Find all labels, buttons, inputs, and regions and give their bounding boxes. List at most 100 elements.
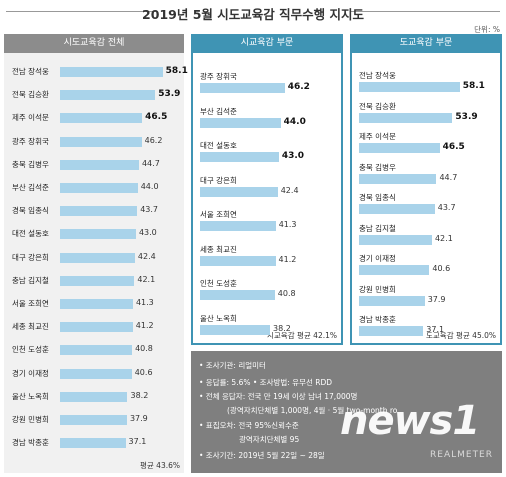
survey-info-box: • 조사기관: 리얼미터 • 응답률: 5.6% • 조사방법: 유무선 RDD •…	[191, 351, 502, 473]
bar	[60, 113, 143, 124]
value-label: 40.6	[134, 367, 153, 377]
value-label: 43.7	[140, 205, 159, 215]
info-line: 광역자치단체별 95	[239, 435, 300, 444]
category-label: 대전 설동호	[12, 229, 49, 239]
category-label: 제주 이석문	[12, 113, 49, 123]
bar	[359, 82, 460, 92]
value-label: 53.9	[158, 89, 181, 100]
value-label: 53.9	[455, 111, 478, 122]
value-label: 46.5	[145, 112, 168, 123]
category-label: 강원 민병희	[359, 284, 396, 294]
info-line: • 응답률: 5.6% • 조사방법: 유무선 RDD	[199, 378, 333, 387]
category-label: 인천 도성훈	[200, 279, 237, 288]
bar	[60, 183, 138, 193]
bar	[60, 90, 156, 101]
panel-do-header: 도교육감 부문	[350, 34, 502, 53]
info-line: • 조사기관: 리얼미터	[199, 361, 266, 370]
category-label: 전남 장석웅	[12, 67, 49, 76]
bar	[60, 368, 132, 379]
info-line: • 전체 응답자: 전국 만 19세 이상 남녀 17,000명	[199, 392, 358, 401]
title-rule-right	[350, 11, 500, 12]
value-label: 44.0	[283, 116, 306, 127]
category-label: 경기 이재정	[359, 254, 396, 263]
value-label: 46.2	[144, 135, 163, 145]
panel-do-average: 도교육감 평균 45.0%	[426, 331, 496, 340]
category-label: 경북 임종식	[359, 193, 396, 202]
category-label: 충남 김지철	[359, 223, 396, 233]
value-label: 42.1	[137, 274, 156, 284]
value-label: 41.3	[135, 298, 154, 307]
category-label: 세종 최교진	[200, 244, 237, 254]
category-label: 부산 김석준	[200, 106, 237, 116]
bar	[60, 299, 133, 309]
value-label: 42.1	[434, 233, 453, 243]
bar	[60, 159, 139, 170]
value-label: 43.0	[281, 151, 305, 161]
panel-si-average: 시교육감 평균 42.1%	[267, 331, 337, 340]
bar	[359, 173, 437, 184]
value-label: 38.2	[130, 390, 149, 400]
bar	[200, 290, 275, 300]
category-label: 인천 도성훈	[12, 345, 49, 355]
value-label: 41.3	[278, 220, 297, 229]
value-label: 38.2	[273, 323, 291, 333]
bar	[200, 152, 279, 162]
bar	[60, 415, 127, 425]
value-label: 37.1	[426, 325, 445, 334]
category-label: 대전 설동호	[200, 141, 237, 150]
info-line: • 조사기간: 2019년 5월 22일 ~ 28일	[199, 451, 325, 460]
category-label: 광주 장휘국	[200, 72, 237, 81]
panel-all-average: 평균 43.6%	[139, 461, 180, 470]
bar	[359, 204, 435, 214]
bar	[60, 252, 135, 263]
bar	[60, 391, 128, 402]
info-line: • 표집오차: 전국 95%신뢰수준	[199, 421, 299, 430]
bar	[60, 275, 135, 286]
panel-all-header: 시도교육감 전체	[4, 34, 184, 53]
value-label: 40.6	[432, 264, 451, 273]
bar	[60, 322, 133, 333]
value-label: 37.1	[128, 437, 147, 447]
value-label: 43.7	[437, 203, 456, 212]
category-label: 대구 강은희	[12, 252, 49, 262]
bar	[60, 206, 138, 217]
value-label: 41.2	[135, 321, 154, 331]
bar	[359, 234, 432, 245]
bar	[359, 143, 440, 153]
bar	[200, 221, 276, 231]
title-rule-left	[6, 11, 156, 12]
value-label: 40.8	[135, 344, 153, 354]
bar	[60, 438, 126, 449]
value-label: 42.4	[137, 251, 156, 261]
bar	[200, 324, 271, 335]
value-label: 43.0	[138, 228, 157, 238]
category-label: 충남 김지철	[12, 275, 49, 285]
bar	[359, 265, 430, 275]
bar	[200, 83, 285, 93]
panel-si: 시교육감 부문 시교육감 평균 42.1% 광주 장휘국 46.2 부산 김석준 44…	[191, 34, 343, 345]
chart-title: 2019년 5월 시도교육감 직무수행 지지도	[142, 7, 364, 22]
value-label: 37.9	[129, 414, 148, 423]
value-label: 40.8	[277, 289, 296, 298]
category-label: 세종 최교진	[12, 322, 49, 332]
category-label: 광주 장휘국	[12, 136, 49, 146]
category-label: 충북 김병우	[12, 159, 49, 169]
value-label: 46.2	[287, 82, 310, 92]
bar	[200, 186, 278, 197]
value-label: 58.1	[462, 81, 485, 91]
category-label: 서울 조희연	[200, 210, 237, 219]
category-label: 부산 김석준	[12, 183, 49, 192]
unit-label: 단위: %	[474, 25, 500, 34]
category-label: 전북 김승환	[359, 101, 396, 111]
category-label: 전북 김승환	[12, 90, 49, 100]
value-label: 44.0	[140, 182, 159, 191]
bar	[200, 117, 281, 128]
value-label: 41.2	[278, 254, 297, 264]
panel-si-header: 시교육감 부문	[191, 34, 343, 53]
bar	[60, 136, 142, 147]
news1-logo: news1	[340, 398, 480, 444]
bar	[359, 326, 424, 336]
value-label: 44.7	[141, 158, 160, 168]
panel-do: 도교육감 부문 도교육감 평균 45.0% 전남 장석웅 58.1 전북 김승환 53…	[350, 34, 502, 345]
category-label: 경기 이재정	[12, 368, 49, 378]
